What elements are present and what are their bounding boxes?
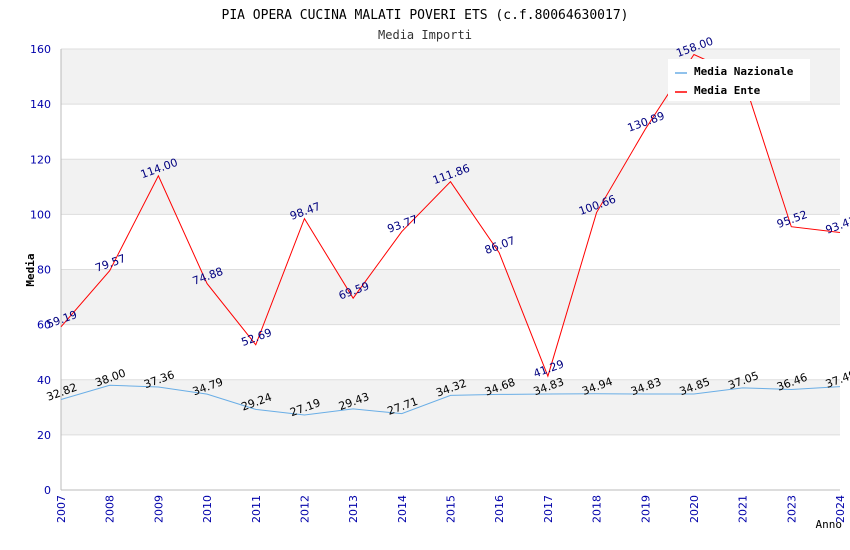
grid-lines xyxy=(61,48,840,436)
x-tick-label: 2011 xyxy=(250,495,263,523)
legend: Media Nazionale Media Ente xyxy=(668,59,810,101)
data-label-ente: 52.69 xyxy=(240,326,274,349)
x-tick-label: 2024 xyxy=(834,495,847,523)
grid-band xyxy=(61,159,840,215)
x-tick-label: 2009 xyxy=(152,495,165,523)
grid-band xyxy=(61,379,840,435)
x-tick-label: 2008 xyxy=(104,495,117,523)
y-tick-label: 160 xyxy=(30,43,51,56)
x-tick-label: 2012 xyxy=(298,495,311,523)
data-label-ente: 93.77 xyxy=(386,213,420,236)
x-tick-label: 2020 xyxy=(688,495,701,523)
data-label-ente: 130.89 xyxy=(626,109,667,134)
grid-band xyxy=(61,269,840,325)
x-tick-labels: 2007 2008 2009 2010 2011 2012 2013 2014 2015 2016… xyxy=(55,495,847,523)
legend-label-nazionale: Media Nazionale xyxy=(694,65,794,78)
y-tick-label: 0 xyxy=(44,484,51,497)
x-tick-label: 2015 xyxy=(445,495,458,523)
legend-label-ente: Media Ente xyxy=(694,84,761,97)
x-tick-label: 2016 xyxy=(493,495,506,523)
data-label-nazionale: 37.49 xyxy=(824,368,850,391)
x-tick-label: 2013 xyxy=(347,495,360,523)
x-tick-label: 2017 xyxy=(542,495,555,523)
y-axis-label: Media xyxy=(24,253,37,286)
y-tick-label: 80 xyxy=(37,264,51,277)
data-label-ente: 93.41 xyxy=(824,214,850,237)
grid-bands xyxy=(61,49,840,435)
y-tick-label: 140 xyxy=(30,98,51,111)
chart-subtitle: Media Importi xyxy=(378,28,472,42)
x-tick-label: 2019 xyxy=(639,495,652,523)
y-tick-label: 60 xyxy=(37,319,51,332)
x-tick-label: 2007 xyxy=(55,495,68,523)
x-tick-label: 2014 xyxy=(396,495,409,523)
x-tick-label: 2023 xyxy=(785,495,798,523)
x-tick-label: 2010 xyxy=(201,495,214,523)
y-tick-label: 100 xyxy=(30,208,51,221)
y-tick-label: 40 xyxy=(37,374,51,387)
series-line-nazionale xyxy=(60,384,841,416)
y-tick-label: 120 xyxy=(30,153,51,166)
x-axis-label: Anno xyxy=(816,518,843,531)
y-tick-label: 20 xyxy=(37,429,51,442)
chart-title: PIA OPERA CUCINA MALATI POVERI ETS (c.f.… xyxy=(222,8,629,23)
legend-box xyxy=(668,59,810,101)
x-tick-label: 2021 xyxy=(737,495,750,523)
series-lines xyxy=(60,53,841,416)
y-tick-labels: 0 20 40 60 80 100 120 140 160 xyxy=(30,43,51,497)
x-tick-label: 2018 xyxy=(591,495,604,523)
axes xyxy=(60,49,840,491)
